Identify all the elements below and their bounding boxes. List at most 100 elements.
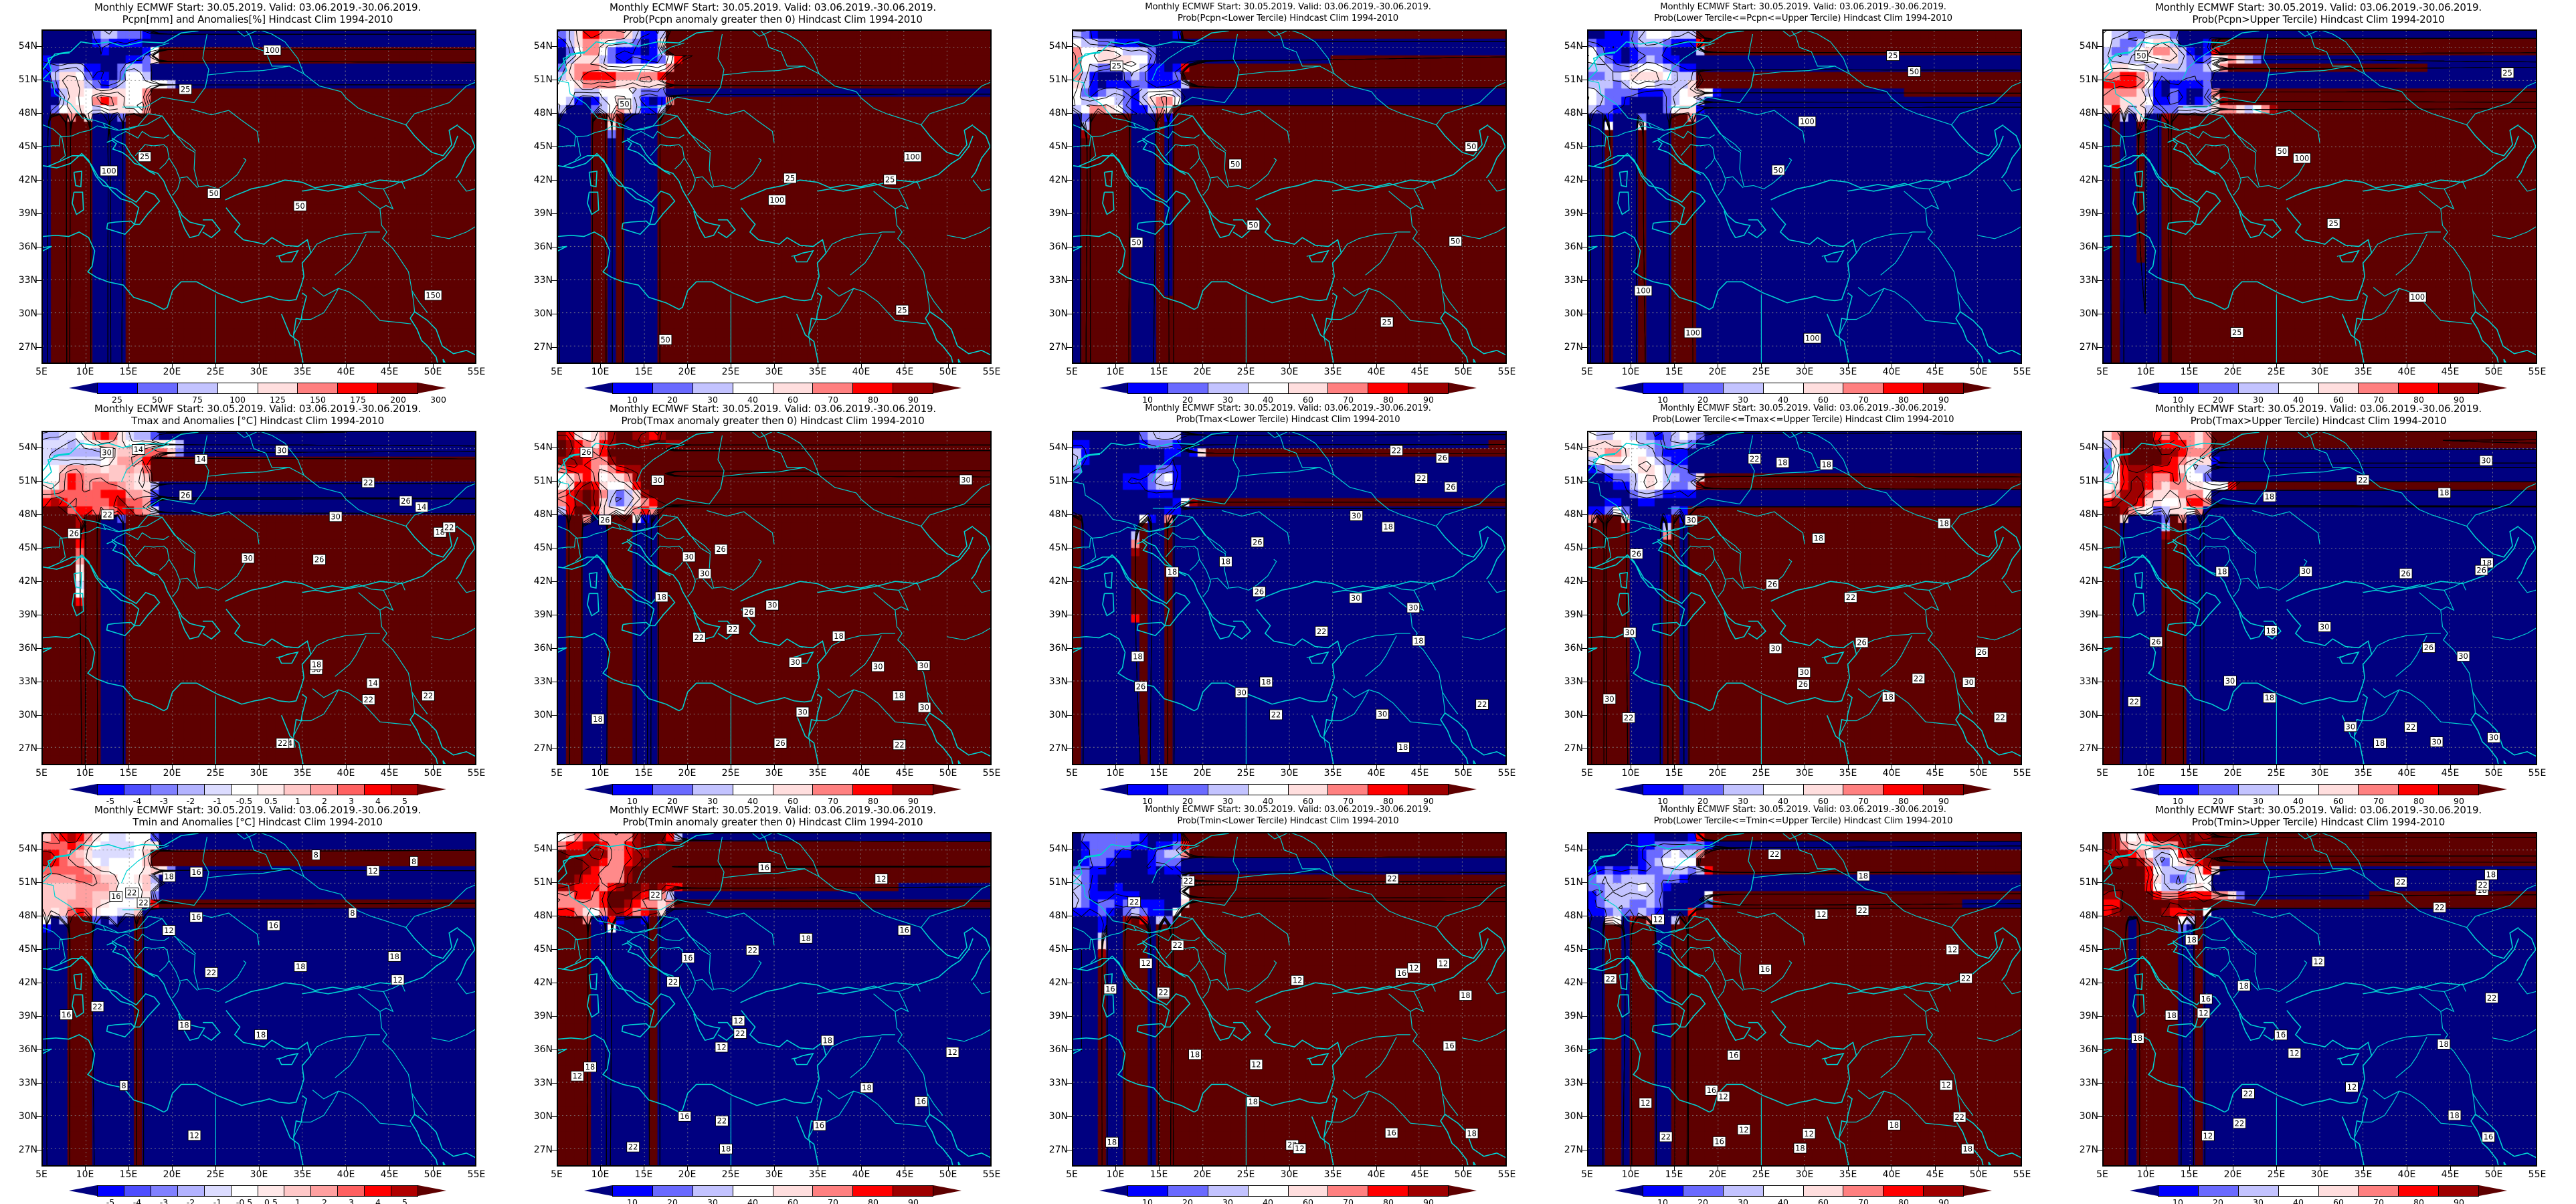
colorbar-swatch — [1368, 785, 1409, 795]
contour-value-labels: 18 22 18 26 30 18 26 30 22 18 30 18 30 18 22 22 26 30 26 26… — [1131, 445, 1489, 752]
colorbar-swatch — [1723, 785, 1764, 795]
colorbar-swatch — [2318, 785, 2359, 795]
svg-text:22: 22 — [364, 695, 374, 704]
lon-tick-label: 55E — [982, 768, 1001, 779]
svg-text:18: 18 — [1821, 460, 1831, 470]
lon-tick-mark — [1463, 765, 1464, 770]
colorbar-swatches — [1643, 1185, 1964, 1197]
svg-text:22: 22 — [92, 1002, 102, 1011]
map-shaded-field — [43, 432, 475, 764]
lat-tick-mark — [1582, 180, 1587, 181]
svg-text:25: 25 — [885, 175, 895, 185]
contour-value-labels: 2212161818121616221616181622121218182222… — [570, 862, 959, 1155]
colorbar-tick-label: -5 — [106, 1197, 115, 1204]
colorbar-swatch — [231, 785, 258, 795]
colorbar-swatch — [2359, 1186, 2399, 1196]
svg-text:22: 22 — [444, 522, 454, 532]
lat-tick-label: 39N — [533, 609, 553, 620]
forecast-panel-p10: Monthly ECMWF Start: 30.05.2019. Valid: … — [0, 401, 515, 806]
lon-tick-label: 40E — [1882, 768, 1901, 779]
lat-tick-label: 39N — [2079, 1011, 2098, 1021]
lat-tick-label: 42N — [2079, 977, 2098, 988]
panel-title: Monthly ECMWF Start: 30.05.2019. Valid: … — [1546, 403, 2061, 425]
lon-tick-label: 40E — [2397, 768, 2416, 779]
lat-tick-label: 51N — [2079, 74, 2098, 85]
lat-tick-mark — [36, 949, 41, 950]
svg-text:18: 18 — [2217, 567, 2227, 577]
colorbar-swatches — [97, 383, 418, 394]
lat-tick-mark — [1067, 1116, 1072, 1117]
lon-tick-label: 45E — [380, 1169, 399, 1180]
lat-tick-label: 48N — [1564, 509, 1583, 520]
lon-tick-label: 10E — [76, 367, 94, 377]
panel-title: Monthly ECMWF Start: 30.05.2019. Valid: … — [1030, 1, 1546, 24]
svg-text:18: 18 — [1190, 1049, 1200, 1059]
forecast-panel-p23: Monthly ECMWF Start: 30.05.2019. Valid: … — [1546, 803, 2061, 1204]
lat-tick-label: 48N — [2079, 108, 2098, 118]
lon-tick-label: 15E — [1665, 768, 1683, 779]
svg-text:25: 25 — [2502, 68, 2512, 78]
svg-text:16: 16 — [680, 1112, 690, 1121]
svg-text:26: 26 — [1857, 637, 1867, 647]
colorbar-tick-label: 0.5 — [264, 1197, 278, 1204]
lat-tick-label: 36N — [2079, 643, 2098, 654]
lat-tick-label: 42N — [1048, 175, 1068, 185]
panel-title: Monthly ECMWF Start: 30.05.2019. Valid: … — [515, 1, 1030, 25]
lat-tick-label: 30N — [18, 308, 37, 319]
lon-tick-label: 25E — [206, 367, 225, 377]
colorbar-tick-labels: 10 20 30 40 60 70 80 90 — [1127, 1197, 1449, 1204]
colorbar-tick-label: 30 — [707, 1197, 718, 1204]
lat-tick-mark — [2097, 447, 2102, 448]
lat-tick-mark — [1067, 648, 1072, 649]
lat-tick-label: 54N — [2079, 843, 2098, 854]
map-vector-overlay: 12 8 22 18 8 18 16 18 8 16 22 16 22 8 22 12 12 18 16 18 12 16 — [43, 833, 475, 1165]
lon-tick-mark — [1289, 1167, 1290, 1171]
lat-tick-label: 45N — [1564, 141, 1583, 152]
lon-tick-mark — [1935, 364, 1936, 369]
svg-text:22: 22 — [1770, 849, 1780, 859]
lat-tick-label: 51N — [1564, 74, 1583, 85]
colorbar-swatch — [98, 383, 138, 393]
svg-text:30: 30 — [1351, 593, 1361, 603]
lat-tick-label: 48N — [533, 910, 553, 921]
colorbar-tick-label: 75 — [192, 395, 203, 405]
svg-text:12: 12 — [573, 1072, 583, 1081]
svg-text:30: 30 — [1686, 515, 1696, 524]
lat-tick-mark — [551, 1116, 557, 1117]
colorbar-tick-labels: 10 20 30 40 60 70 80 90 — [1643, 795, 1964, 806]
svg-text:26: 26 — [775, 738, 786, 748]
map-gridlines — [558, 432, 990, 764]
svg-text:16: 16 — [269, 920, 279, 930]
lat-tick-mark — [551, 514, 557, 515]
lon-tick-label: 5E — [35, 768, 48, 779]
colorbar-tick-label: 40 — [1263, 395, 1273, 405]
map-gridlines — [2104, 432, 2536, 764]
svg-text:18: 18 — [1939, 518, 1949, 528]
colorbar-swatch — [2158, 1186, 2199, 1196]
lon-tick-label: 50E — [1454, 1169, 1473, 1180]
lon-tick-label: 25E — [1752, 1169, 1770, 1180]
svg-text:22: 22 — [1271, 710, 1281, 719]
svg-text:100: 100 — [2294, 154, 2309, 163]
lat-tick-label: 27N — [1564, 1144, 1583, 1155]
map-gridlines — [1073, 432, 1505, 764]
map-plot-area: 100 25 100 50 50 25 25 — [2102, 29, 2537, 364]
svg-text:12: 12 — [717, 1043, 727, 1052]
colorbar-tick-label: 10 — [627, 796, 638, 806]
lon-tick-label: 15E — [1665, 1169, 1683, 1180]
map-plot-area: 2218181818121216221816181622182212121822… — [2102, 832, 2537, 1167]
lon-tick-label: 20E — [1708, 1169, 1727, 1180]
lat-tick-mark — [2097, 1016, 2102, 1017]
lon-tick-mark — [1761, 765, 1762, 770]
lon-tick-label: 5E — [1066, 1169, 1078, 1180]
lat-tick-label: 42N — [2079, 175, 2098, 185]
colorbar-swatch — [853, 383, 894, 393]
colorbar-swatch — [231, 1186, 258, 1196]
lat-tick-label: 27N — [533, 1144, 553, 1155]
svg-text:18: 18 — [721, 1144, 731, 1154]
svg-text:22: 22 — [1954, 1112, 1964, 1122]
colorbar-swatch — [613, 383, 653, 393]
svg-text:22: 22 — [2235, 1118, 2245, 1128]
colorbar-tick-label: 10 — [2173, 796, 2183, 806]
lat-tick-mark — [551, 1049, 557, 1050]
